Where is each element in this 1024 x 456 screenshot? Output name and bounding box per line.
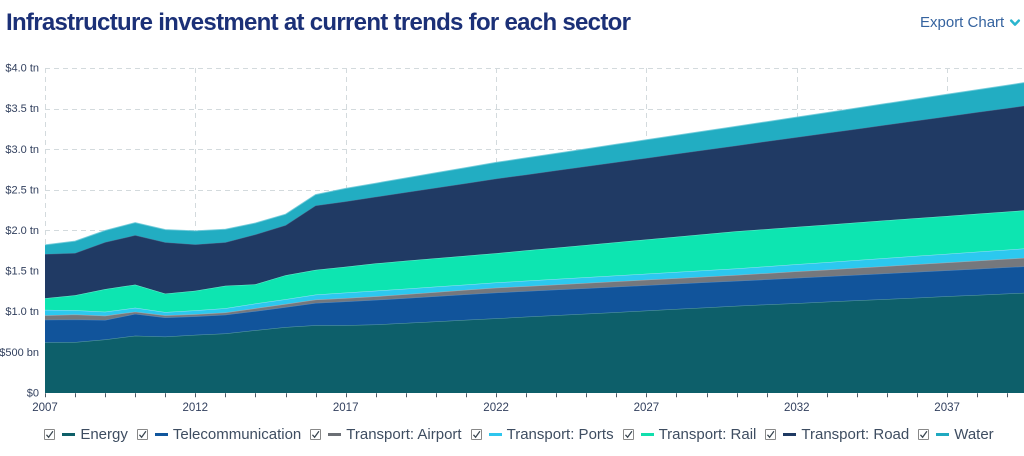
- svg-text:2017: 2017: [333, 402, 359, 414]
- svg-text:2032: 2032: [784, 402, 810, 414]
- svg-text:2012: 2012: [183, 402, 209, 414]
- svg-text:$500 bn: $500 bn: [0, 347, 39, 359]
- svg-text:$0: $0: [27, 388, 39, 400]
- svg-text:$1.5 tn: $1.5 tn: [5, 266, 39, 278]
- svg-text:$4.0 tn: $4.0 tn: [5, 63, 39, 75]
- svg-text:$3.5 tn: $3.5 tn: [5, 103, 39, 115]
- svg-text:$3.0 tn: $3.0 tn: [5, 144, 39, 156]
- svg-text:2007: 2007: [32, 402, 58, 414]
- svg-text:2037: 2037: [934, 402, 960, 414]
- svg-text:$1.0 tn: $1.0 tn: [5, 306, 39, 318]
- svg-text:$2.5 tn: $2.5 tn: [5, 184, 39, 196]
- svg-text:$2.0 tn: $2.0 tn: [5, 225, 39, 237]
- svg-text:2022: 2022: [483, 402, 509, 414]
- svg-text:2027: 2027: [634, 402, 660, 414]
